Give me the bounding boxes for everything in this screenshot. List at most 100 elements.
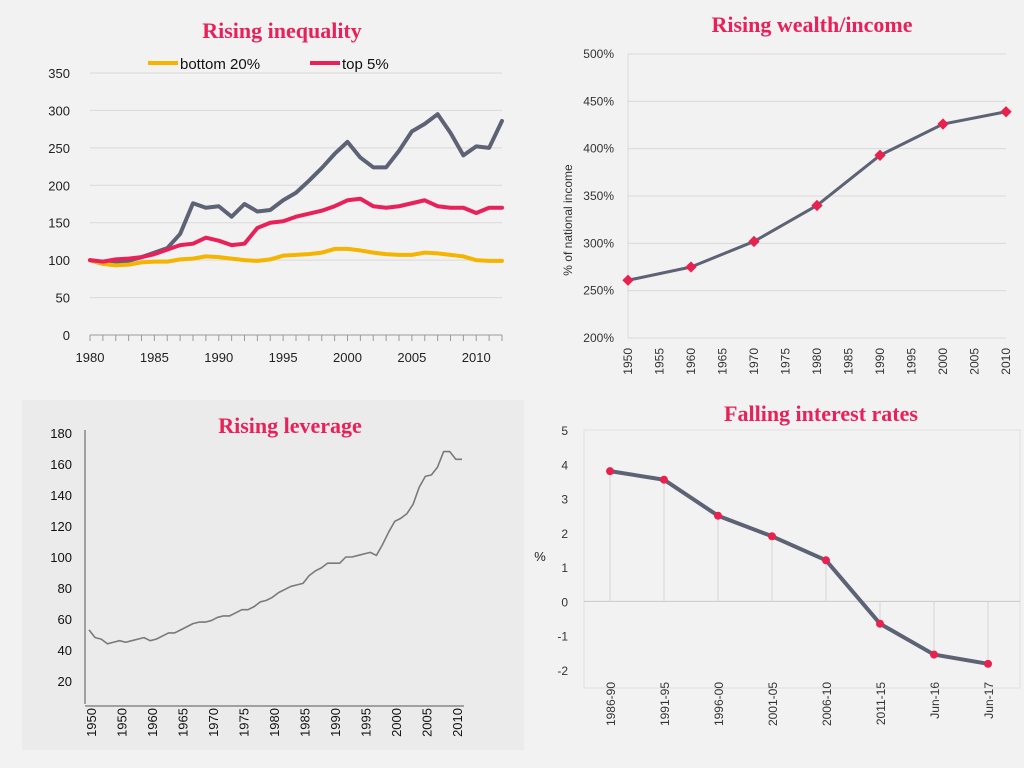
wealth-income-y-tick-label: 400% xyxy=(583,142,614,156)
interest-rates-point xyxy=(714,511,722,520)
wealth-income-y-tick-label: 450% xyxy=(583,94,614,108)
interest-rates-y-axis-label: % xyxy=(534,549,546,564)
wealth-income-x-tick-label: 2010 xyxy=(999,348,1013,375)
legend-label-top-5: top 5% xyxy=(342,56,389,73)
wealth-income-point xyxy=(748,235,760,248)
leverage-x-tick-label: 1995 xyxy=(359,708,374,737)
inequality-x-tick-labels: 1980 1985 1990 1995 2000 2005 2010 xyxy=(76,350,491,365)
inequality-x-tick-label: 2005 xyxy=(397,350,426,365)
interest-rates-y-tick-label: 5 xyxy=(561,424,568,438)
leverage-y-tick-label: 60 xyxy=(58,612,72,627)
inequality-y-tick-label: 50 xyxy=(56,291,70,306)
inequality-y-tick-label: 350 xyxy=(48,66,70,81)
inequality-x-tick-label: 1985 xyxy=(140,350,169,365)
wealth-income-x-tick-label: 1985 xyxy=(842,348,856,375)
leverage-x-tick-label: 2005 xyxy=(420,708,435,737)
leverage-x-tick-label: 1950 xyxy=(115,708,130,737)
interest-rates-chart-panel: Falling interest rates % -2 -1 0 1 2 3 4 5 1986… xyxy=(530,400,1024,768)
wealth-income-y-axis-label: % of national income xyxy=(561,164,575,276)
interest-rates-point xyxy=(822,556,830,565)
wealth-income-point xyxy=(622,274,634,286)
interest-rates-y-tick-label: -1 xyxy=(557,630,568,644)
leverage-y-tick-label: 140 xyxy=(50,488,72,503)
inequality-series xyxy=(88,112,504,268)
interest-rates-x-tick-label: 1996-00 xyxy=(712,682,726,726)
inequality-series-bottom-20 xyxy=(88,246,504,268)
leverage-y-tick-label: 160 xyxy=(50,457,72,472)
interest-rates-point xyxy=(606,467,614,476)
inequality-y-tick-label: 100 xyxy=(48,253,70,268)
interest-rates-y-tick-label: 3 xyxy=(561,493,568,507)
inequality-legend: bottom 20% top 5% xyxy=(148,56,389,73)
leverage-chart: Rising leverage 20406080100120140160180 … xyxy=(50,413,465,737)
interest-rates-gridlines xyxy=(583,429,1021,689)
inequality-x-tick-label: 1980 xyxy=(76,350,105,365)
interest-rates-point xyxy=(930,650,938,659)
leverage-x-tick-labels: 1950 1950 1960 1965 1970 1975 1980 1985 1990 1995… xyxy=(84,708,465,737)
inequality-y-tick-label: 250 xyxy=(48,141,70,156)
interest-rates-x-tick-label: Jun-16 xyxy=(928,682,942,719)
inequality-chart: Rising inequality bottom 20% top 5% 0 50 1… xyxy=(48,18,504,365)
leverage-x-tick-label: 2010 xyxy=(450,708,465,737)
wealth-income-x-tick-label: 1955 xyxy=(653,348,667,375)
wealth-income-x-tick-label: 1950 xyxy=(621,348,635,375)
wealth-income-gridlines xyxy=(627,53,1006,339)
wealth-income-chart: Rising wealth/income % of national incom… xyxy=(561,12,1013,375)
interest-rates-plot-area xyxy=(583,429,1021,689)
inequality-y-tick-labels: 0 50 100 150 200 250 300 350 xyxy=(48,66,70,343)
leverage-x-tick-label: 2000 xyxy=(389,708,404,737)
interest-rates-chart: Falling interest rates % -2 -1 0 1 2 3 4 5 1986… xyxy=(534,401,1021,726)
leverage-y-tick-label: 40 xyxy=(58,643,72,658)
wealth-income-chart-title: Rising wealth/income xyxy=(711,12,912,37)
interest-rates-y-tick-label: 4 xyxy=(561,458,568,472)
wealth-income-x-tick-label: 2000 xyxy=(936,348,950,375)
interest-rates-x-tick-label: 1986-90 xyxy=(604,682,618,726)
wealth-income-x-tick-label: 1995 xyxy=(905,348,919,375)
interest-rates-chart-title: Falling interest rates xyxy=(724,401,918,426)
inequality-x-tick-label: 1995 xyxy=(269,350,298,365)
interest-rates-x-tick-label: 2011-15 xyxy=(874,682,888,725)
interest-rates-series xyxy=(606,467,992,668)
leverage-y-tick-label: 20 xyxy=(58,674,72,689)
legend-label-bottom-20: bottom 20% xyxy=(180,56,260,73)
leverage-x-tick-label: 1990 xyxy=(328,708,343,737)
inequality-chart-panel: Rising inequality bottom 20% top 5% 0 50 1… xyxy=(0,0,520,390)
wealth-income-x-tick-labels: 1950 1955 1960 1965 1970 1975 1980 1985 1990 1995… xyxy=(621,348,1013,375)
interest-rates-y-tick-label: 1 xyxy=(561,561,568,575)
inequality-chart-title: Rising inequality xyxy=(202,18,362,43)
inequality-x-tick-label: 2010 xyxy=(462,350,491,365)
wealth-income-x-tick-label: 1960 xyxy=(684,348,698,375)
leverage-x-tick-label: 1960 xyxy=(145,708,160,737)
wealth-income-point xyxy=(811,199,823,212)
wealth-income-y-tick-labels: 200% 250% 300% 350% 400% 450% 500% xyxy=(583,47,614,345)
leverage-y-tick-label: 100 xyxy=(50,550,72,565)
leverage-line xyxy=(88,450,462,645)
leverage-x-tick-label: 1950 xyxy=(84,708,99,737)
interest-rates-y-tick-label: -2 xyxy=(557,664,568,678)
interest-rates-x-tick-labels: 1986-90 1991-95 1996-00 2001-05 2006-10 2011-… xyxy=(604,682,996,726)
inequality-y-tick-label: 150 xyxy=(48,216,70,231)
interest-rates-y-tick-label: 0 xyxy=(561,595,568,609)
interest-rates-point xyxy=(984,659,992,668)
interest-rates-y-tick-label: 2 xyxy=(561,527,568,541)
wealth-income-x-tick-label: 1965 xyxy=(716,348,730,375)
inequality-x-tick-label: 2000 xyxy=(333,350,362,365)
wealth-income-y-tick-label: 350% xyxy=(583,189,614,203)
leverage-y-tick-labels: 20 40 60 80 100 120 140 160 180 xyxy=(50,426,72,689)
interest-rates-y-tick-labels: -2 -1 0 1 2 3 4 5 xyxy=(557,424,568,678)
leverage-series xyxy=(88,450,462,645)
inequality-y-tick-label: 0 xyxy=(63,328,70,343)
leverage-x-tick-label: 1985 xyxy=(298,708,313,737)
inequality-series-top-5 xyxy=(88,196,504,264)
leverage-x-tick-label: 1970 xyxy=(206,708,221,737)
wealth-income-chart-panel: Rising wealth/income % of national incom… xyxy=(520,0,1024,390)
leverage-x-tick-label: 1965 xyxy=(176,708,191,737)
inequality-y-tick-label: 200 xyxy=(48,178,70,193)
wealth-income-y-tick-label: 500% xyxy=(583,47,614,61)
inequality-x-tick-label: 1990 xyxy=(204,350,233,365)
interest-rates-line xyxy=(609,469,989,666)
wealth-income-x-tick-label: 2005 xyxy=(968,348,982,375)
wealth-income-point xyxy=(937,118,949,130)
wealth-income-y-tick-label: 200% xyxy=(583,331,614,345)
leverage-chart-panel: Rising leverage 20 40 60 80 100 120 140 160 180 … xyxy=(22,400,524,750)
